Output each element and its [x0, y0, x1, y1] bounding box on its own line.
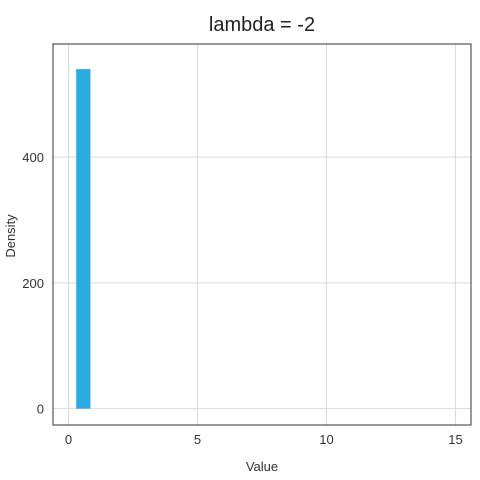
histogram-bar-0: [76, 69, 91, 409]
x-tick-label-2: 10: [319, 432, 333, 447]
y-tick-labels: 0 200 400: [22, 150, 44, 416]
grid-layer: [53, 44, 471, 425]
x-tick-label-0: 0: [65, 432, 72, 447]
x-tick-labels: 0 5 10 15: [65, 432, 463, 447]
y-tick-label-0: 0: [37, 402, 44, 417]
plot-frame: [52, 43, 472, 426]
x-axis-label: Value: [246, 459, 278, 474]
bar-layer: [76, 69, 91, 409]
y-axis-label: Density: [3, 214, 18, 258]
x-tick-label-1: 5: [194, 432, 201, 447]
chart-title: lambda = -2: [209, 14, 315, 36]
y-tick-label-2: 400: [22, 150, 44, 165]
y-tick-label-1: 200: [22, 276, 44, 291]
x-tick-label-3: 15: [448, 432, 462, 447]
